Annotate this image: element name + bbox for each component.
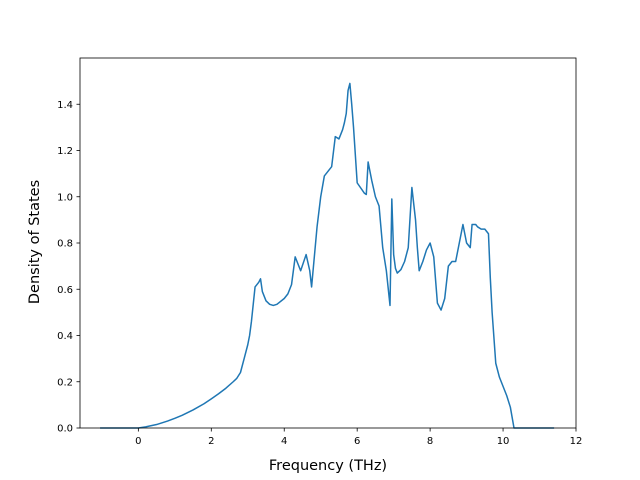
x-tick-label: 12 — [570, 436, 583, 447]
y-axis-title: Density of States — [27, 180, 43, 304]
y-axis-ticks: 0.0 0.2 0.4 0.6 0.8 1.0 1.2 1.4 — [57, 100, 80, 435]
y-tick-label: 0.0 — [57, 424, 73, 435]
plot-frame — [79, 57, 577, 429]
y-tick-label: 0.8 — [57, 239, 73, 250]
x-tick-label: 2 — [208, 436, 214, 447]
y-tick-label: 0.4 — [57, 331, 73, 342]
x-axis-ticks: 0 2 4 6 8 10 12 — [135, 428, 582, 447]
x-tick-label: 4 — [281, 436, 287, 447]
y-tick-label: 1.4 — [57, 100, 73, 111]
x-axis-title: Frequency (THz) — [269, 458, 387, 474]
x-tick-label: 6 — [354, 436, 360, 447]
y-tick-label: 1.2 — [57, 146, 73, 157]
x-tick-label: 0 — [135, 436, 141, 447]
x-tick-label: 10 — [497, 436, 510, 447]
dos-series-line — [100, 82, 555, 429]
plot-area — [79, 57, 577, 429]
y-tick-label: 1.0 — [57, 192, 73, 203]
x-tick-label: 8 — [427, 436, 433, 447]
y-tick-label: 0.2 — [57, 377, 73, 388]
y-tick-label: 0.6 — [57, 285, 73, 296]
